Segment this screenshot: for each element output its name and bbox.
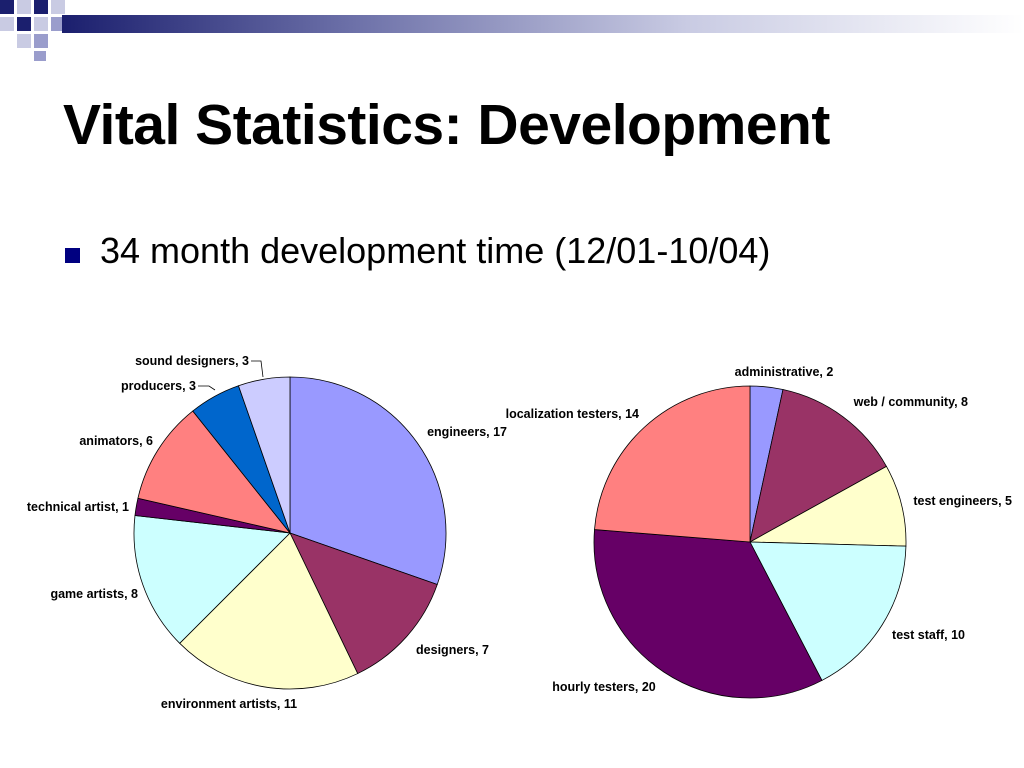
slice-data-label: animators, 6 — [79, 434, 153, 448]
decorative-square — [17, 0, 31, 14]
decorative-square — [51, 17, 65, 31]
decorative-square — [34, 34, 48, 48]
slice-data-label: administrative, 2 — [735, 365, 834, 379]
decorative-squares — [0, 0, 80, 64]
decorative-square — [0, 0, 14, 14]
pie-slice-engineers — [289, 376, 447, 586]
slice-data-label: technical artist, 1 — [27, 500, 129, 514]
slice-data-label: game artists, 8 — [50, 587, 138, 601]
pie-slice-hourly-testers — [593, 529, 823, 699]
slice-data-label: hourly testers, 20 — [552, 680, 656, 694]
slice-data-label: sound designers, 3 — [135, 354, 249, 368]
bullet-square-icon — [65, 248, 80, 263]
decorative-square — [17, 34, 31, 48]
decorative-square — [34, 0, 48, 14]
decorative-square — [34, 51, 46, 61]
pie-slice-environment-artists — [179, 532, 359, 690]
slice-data-label: environment artists, 11 — [161, 697, 297, 711]
leader-line — [251, 360, 264, 378]
slice-data-label: engineers, 17 — [427, 425, 507, 439]
slice-data-label: localization testers, 14 — [506, 407, 639, 421]
decorative-square — [0, 17, 14, 31]
slice-data-label: designers, 7 — [416, 643, 489, 657]
decorative-square — [17, 17, 31, 31]
decorative-square — [51, 0, 65, 14]
slice-data-label: test staff, 10 — [892, 628, 965, 642]
pie-slice-localization-testers — [594, 385, 751, 543]
slice-data-label: web / community, 8 — [853, 395, 968, 409]
pie-slice-designers — [289, 532, 438, 675]
header-gradient-rule — [62, 15, 1024, 33]
pie-chart-team: engineers, 17 designers, 7 environment art… — [27, 354, 507, 711]
leader-line — [198, 385, 216, 391]
slice-data-label: producers, 3 — [121, 379, 196, 393]
slice-data-label: test engineers, 5 — [913, 494, 1012, 508]
bullet-text: 34 month development time (12/01-10/04) — [100, 230, 771, 271]
pie-slice-sound-designers — [237, 376, 291, 534]
pie-slice-web-community — [749, 389, 888, 543]
decorative-square — [34, 17, 48, 31]
slide-title: Vital Statistics: Development — [63, 93, 830, 157]
pie-slice-test-staff — [749, 541, 907, 681]
pie-slice-game-artists — [133, 515, 291, 644]
pie-slice-animators — [137, 410, 292, 534]
pie-chart-testing: administrative, 2 web / community, 8 test … — [506, 365, 1012, 699]
